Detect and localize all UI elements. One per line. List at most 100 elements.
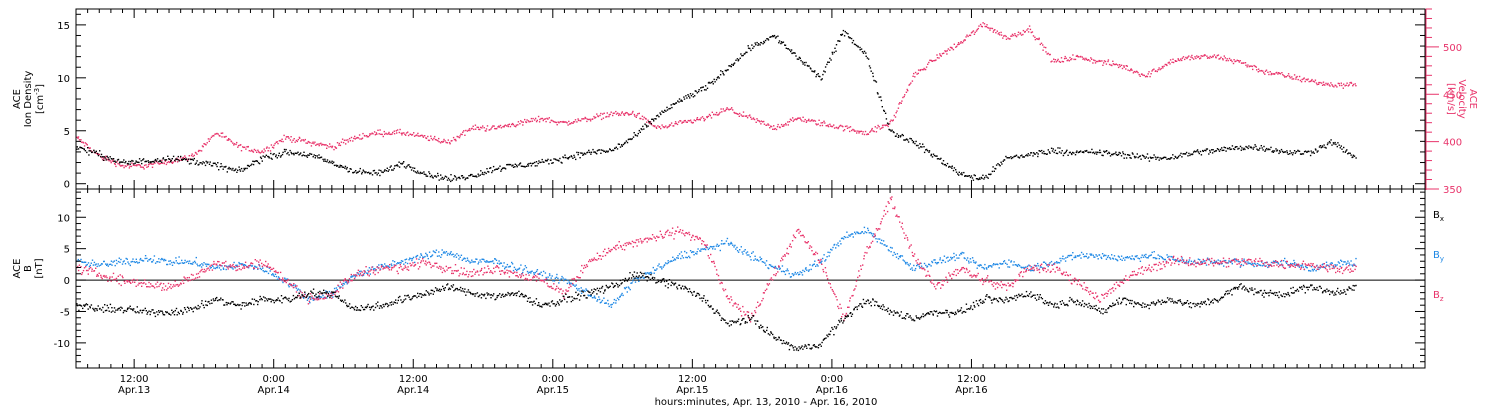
- data-point-By-738: [805, 267, 806, 268]
- data-point-density-112: [187, 161, 188, 162]
- data-point-By-201: [275, 274, 276, 275]
- data-point-Bz-797: [864, 255, 865, 256]
- data-point-By-466: [537, 269, 538, 270]
- data-point-density-422: [493, 166, 494, 167]
- data-point-velocity-369: [441, 141, 442, 142]
- data-point-density-1287: [1348, 152, 1349, 153]
- data-point-By-1284: [1346, 264, 1347, 265]
- data-point-Bz-312: [384, 267, 385, 268]
- data-point-Bz-81: [156, 286, 157, 287]
- data-point-velocity-1020: [1084, 59, 1085, 60]
- data-point-density-444: [515, 164, 516, 165]
- data-point-Bz-297: [369, 270, 370, 271]
- data-point-density-689: [757, 45, 758, 46]
- data-point-By-93: [168, 261, 169, 262]
- data-point-Bz-940: [1006, 285, 1007, 286]
- data-point-Bz-97: [172, 286, 173, 287]
- data-point-By-509: [579, 290, 580, 291]
- data-point-velocity-568: [637, 113, 638, 114]
- data-point-Bz-85: [160, 283, 161, 284]
- data-point-By-425: [496, 260, 497, 261]
- data-point-Bz-889: [955, 269, 956, 270]
- data-point-Bz-42: [118, 276, 119, 277]
- data-point-velocity-1114: [1178, 58, 1179, 59]
- data-point-density-715: [783, 42, 784, 43]
- data-point-density-1145: [1208, 153, 1209, 154]
- data-point-velocity-1133: [1196, 55, 1197, 56]
- data-point-density-1270: [1331, 144, 1332, 145]
- data-point-Bz-892: [958, 273, 959, 274]
- data-point-velocity-1158: [1220, 57, 1221, 58]
- data-point-By-1155: [1218, 259, 1219, 260]
- data-point-velocity-133: [208, 138, 209, 139]
- data-point-density-760: [827, 62, 828, 63]
- data-point-velocity-537: [607, 112, 608, 113]
- data-point-density-799: [866, 56, 867, 57]
- data-point-Bz-716: [784, 254, 785, 255]
- data-point-density-930: [995, 168, 996, 169]
- data-point-velocity-155: [229, 139, 230, 140]
- data-point-density-1030: [1094, 153, 1095, 154]
- data-point-By-993: [1058, 262, 1059, 263]
- data-point-density-944: [1009, 157, 1010, 158]
- data-point-velocity-110: [185, 157, 186, 158]
- data-point-Bz-493: [563, 298, 564, 299]
- data-point-velocity-404: [475, 129, 476, 130]
- data-point-density-402: [473, 176, 474, 177]
- data-point-velocity-498: [568, 121, 569, 122]
- data-point-By-1136: [1199, 259, 1200, 260]
- data-point-density-630: [698, 89, 699, 90]
- data-point-Bz-993: [1057, 270, 1058, 271]
- data-point-density-615: [684, 98, 685, 99]
- data-point-density-66: [141, 163, 142, 164]
- data-point-By-1105: [1168, 256, 1169, 257]
- data-point-Bz-962: [1027, 268, 1028, 269]
- data-point-density-1207: [1269, 149, 1270, 150]
- data-point-By-525: [595, 297, 596, 298]
- data-point-By-928: [993, 263, 994, 264]
- data-point-density-454: [525, 166, 526, 167]
- data-point-density-557: [627, 142, 628, 143]
- data-point-By-921: [986, 268, 987, 269]
- data-point-density-945: [1010, 156, 1011, 157]
- data-point-density-700: [768, 39, 769, 40]
- data-point-density-951: [1016, 155, 1017, 156]
- data-point-By-134: [208, 264, 209, 265]
- data-point-density-1095: [1159, 159, 1160, 160]
- data-point-By-1104: [1167, 257, 1168, 258]
- data-point-velocity-418: [489, 129, 490, 130]
- data-point-By-1078: [1142, 255, 1143, 256]
- data-point-By-367: [439, 255, 440, 256]
- data-point-By-903: [968, 262, 969, 263]
- data-point-velocity-634: [703, 118, 704, 119]
- data-point-density-210: [284, 149, 285, 150]
- data-point-density-992: [1057, 153, 1058, 154]
- data-point-By-328: [400, 262, 401, 263]
- data-point-velocity-681: [749, 114, 750, 115]
- data-point-velocity-1266: [1327, 83, 1328, 84]
- data-point-velocity-1095: [1158, 67, 1159, 68]
- data-point-By-676: [745, 249, 746, 250]
- data-point-velocity-662: [730, 109, 731, 110]
- data-point-density-641: [709, 82, 710, 83]
- data-point-velocity-872: [938, 57, 939, 58]
- data-point-velocity-434: [505, 125, 506, 126]
- data-point-velocity-86: [161, 160, 162, 161]
- data-point-Bz-677: [745, 314, 746, 315]
- data-point-By-297: [370, 273, 371, 274]
- data-point-velocity-778: [845, 126, 846, 127]
- data-point-By-32: [108, 265, 109, 266]
- data-point-By-40: [116, 260, 117, 261]
- data-point-By-347: [419, 257, 420, 258]
- data-point-velocity-1016: [1080, 56, 1081, 57]
- data-point-By-531: [601, 301, 602, 302]
- data-point-velocity-423: [494, 128, 495, 129]
- data-point-By-1143: [1206, 264, 1207, 265]
- data-point-By-625: [693, 254, 694, 255]
- data-point-density-909: [975, 175, 976, 176]
- data-point-density-331: [403, 161, 404, 162]
- data-point-Bz-949: [1014, 279, 1015, 280]
- data-point-velocity-1086: [1149, 76, 1150, 77]
- data-point-By-505: [576, 284, 577, 285]
- data-point-velocity-1190: [1252, 69, 1253, 70]
